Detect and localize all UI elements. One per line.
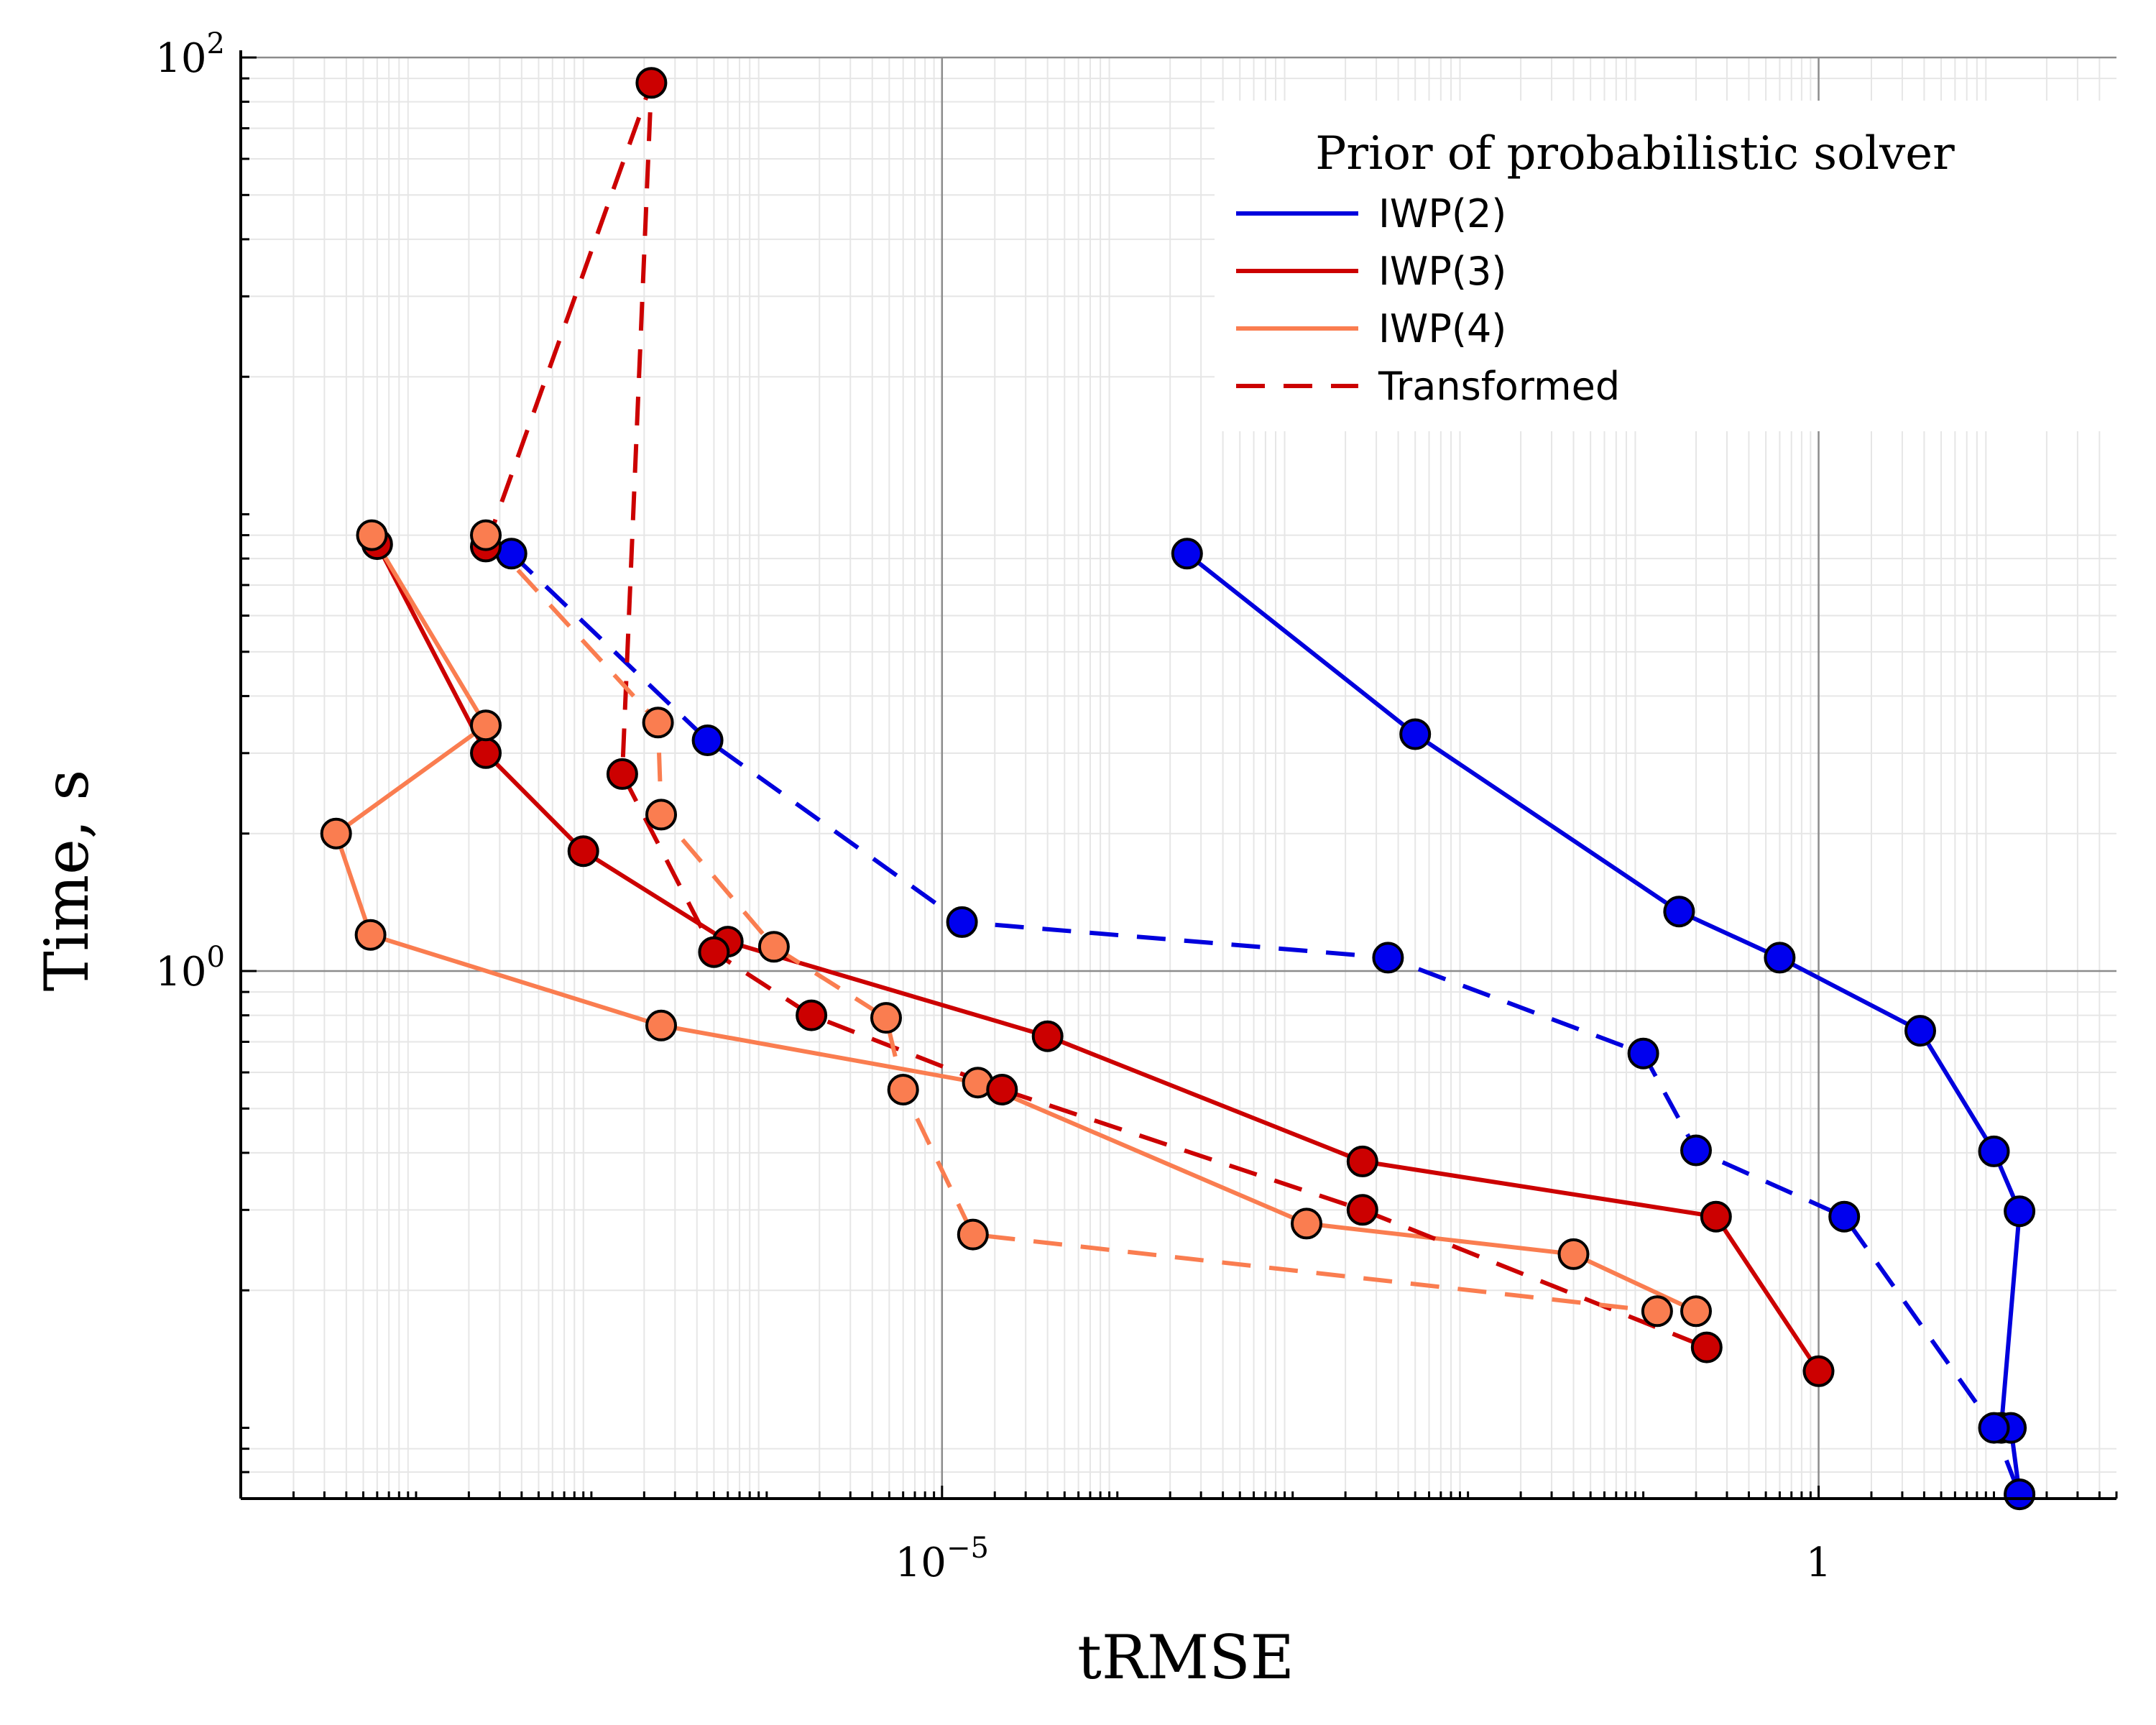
data-point xyxy=(1978,1412,2010,1444)
data-point xyxy=(1978,1135,2010,1167)
legend-title: Prior of probabilistic solver xyxy=(1315,127,1955,180)
data-point xyxy=(495,538,528,570)
data-point xyxy=(1680,1134,1712,1167)
axes xyxy=(239,50,2118,1500)
data-point xyxy=(320,817,352,850)
series-line-transformed-iwp4 xyxy=(484,533,1658,1314)
data-point xyxy=(870,1002,902,1034)
data-point xyxy=(567,835,599,868)
data-point xyxy=(1828,1200,1861,1233)
legend: Prior of probabilistic solver IWP(2) IWP(3… xyxy=(1215,101,2116,431)
data-point xyxy=(1346,1145,1378,1177)
x-tick-label: 10−5 xyxy=(895,1532,989,1586)
data-point xyxy=(645,799,677,831)
data-point xyxy=(356,519,388,551)
data-point xyxy=(698,936,730,968)
data-point xyxy=(1291,1208,1322,1240)
data-point xyxy=(691,724,724,756)
data-point xyxy=(757,931,790,963)
data-point xyxy=(1399,718,1432,750)
data-point xyxy=(986,1074,1018,1105)
data-point xyxy=(470,709,502,742)
legend-label: IWP(2) xyxy=(1378,191,1506,236)
data-point xyxy=(1346,1194,1378,1226)
series-line-transformed-iwp3 xyxy=(484,80,1708,1350)
data-point xyxy=(2004,1195,2036,1228)
legend-label: IWP(4) xyxy=(1378,306,1506,351)
data-point xyxy=(1663,896,1695,928)
data-point xyxy=(1557,1238,1590,1270)
data-point xyxy=(645,1009,677,1041)
legend-label: Transformed xyxy=(1378,364,1620,409)
data-point xyxy=(796,999,828,1031)
data-point xyxy=(1904,1015,1936,1047)
data-point xyxy=(1031,1020,1064,1052)
data-point xyxy=(1372,942,1404,974)
y-tick-label: 100 xyxy=(155,941,225,995)
data-point xyxy=(957,1218,989,1251)
data-point xyxy=(1680,1295,1712,1328)
data-point xyxy=(1171,538,1203,570)
data-point xyxy=(946,906,978,938)
data-point xyxy=(2004,1478,2036,1511)
data-point xyxy=(606,758,638,790)
y-tick-label: 102 xyxy=(155,27,225,82)
data-point xyxy=(470,519,502,551)
data-point xyxy=(1690,1331,1723,1363)
data-point xyxy=(470,737,502,769)
data-point xyxy=(1700,1200,1732,1233)
x-axis-label: tRMSE xyxy=(1077,1622,1294,1693)
legend-background xyxy=(1215,101,2116,431)
series-line-iwp3 xyxy=(375,543,1820,1373)
data-point xyxy=(354,919,387,951)
x-tick-label: 1 xyxy=(1806,1540,1832,1586)
data-point xyxy=(635,67,668,99)
legend-label: IWP(3) xyxy=(1378,249,1506,294)
tick-labels: 10−5 1 100 102 xyxy=(155,27,1831,1586)
data-point xyxy=(1802,1355,1835,1387)
data-point xyxy=(1641,1295,1673,1328)
data-point xyxy=(1627,1037,1659,1070)
data-point xyxy=(1764,942,1796,974)
data-point xyxy=(642,707,674,739)
series-layer xyxy=(320,67,2036,1511)
data-point xyxy=(887,1074,919,1105)
y-axis-label: Time, s xyxy=(32,770,102,992)
